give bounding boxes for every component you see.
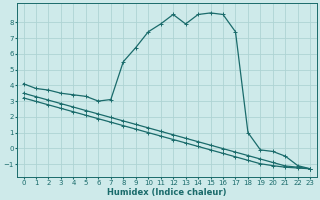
X-axis label: Humidex (Indice chaleur): Humidex (Indice chaleur) [107, 188, 227, 197]
